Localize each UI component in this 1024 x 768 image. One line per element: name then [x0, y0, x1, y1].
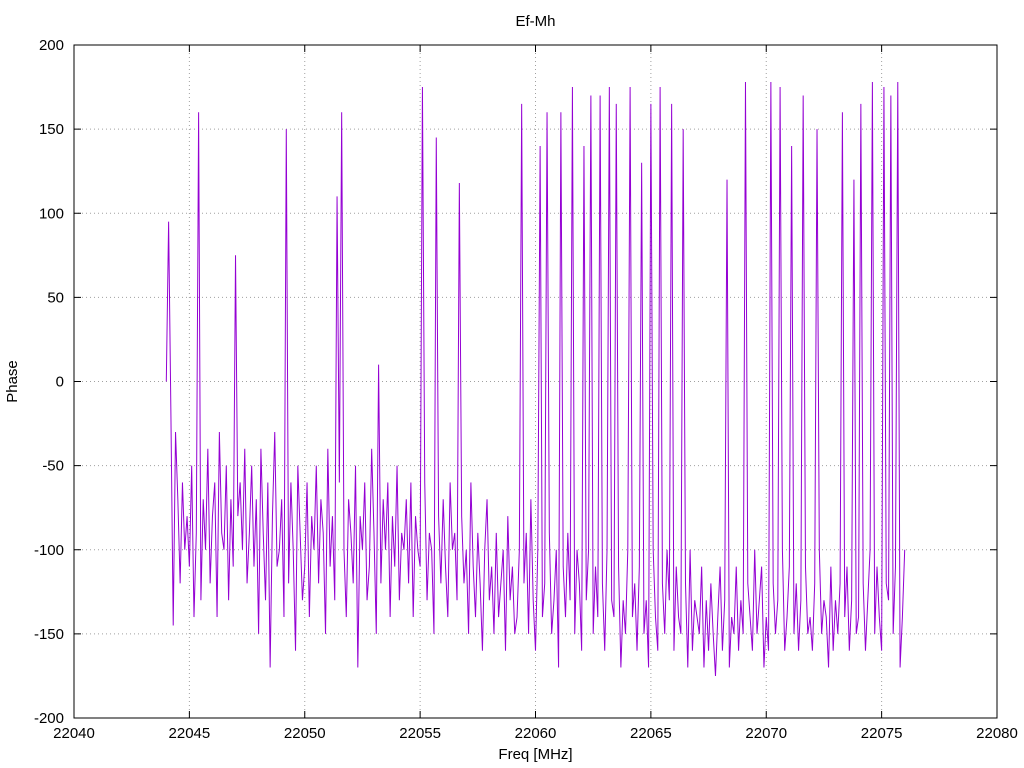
x-axis-title: Freq [MHz] — [498, 746, 572, 763]
y-tick-label: -150 — [34, 626, 64, 643]
y-tick-label: 150 — [39, 121, 64, 138]
y-tick-label: 50 — [47, 289, 64, 306]
y-tick-label: 100 — [39, 205, 64, 222]
series-line-0 — [165, 82, 906, 676]
x-tick-label: 22065 — [630, 725, 672, 742]
axis-ticks — [73, 44, 998, 719]
chart-title: Ef-Mh — [515, 13, 555, 30]
y-tick-label: -50 — [42, 458, 64, 475]
x-tick-labels: 22040 22045 22050 22055 22060 22065 22070 22075… — [53, 725, 1018, 742]
series-group — [165, 82, 906, 676]
x-tick-label: 22040 — [53, 725, 95, 742]
y-tick-labels: -200 -150 -100 -50 0 50 100 150 200 — [34, 37, 64, 727]
x-tick-label: 22055 — [399, 725, 441, 742]
y-tick-label: -200 — [34, 710, 64, 727]
x-tick-label: 22075 — [861, 725, 903, 742]
y-tick-label: -100 — [34, 542, 64, 559]
x-tick-label: 22060 — [515, 725, 557, 742]
x-tick-label: 22070 — [745, 725, 787, 742]
x-tick-label: 22050 — [284, 725, 326, 742]
x-tick-label: 22045 — [169, 725, 211, 742]
y-tick-label: 0 — [56, 374, 64, 391]
y-axis-title: Phase — [4, 360, 21, 403]
x-tick-label: 22080 — [976, 725, 1018, 742]
y-tick-label: 200 — [39, 37, 64, 54]
